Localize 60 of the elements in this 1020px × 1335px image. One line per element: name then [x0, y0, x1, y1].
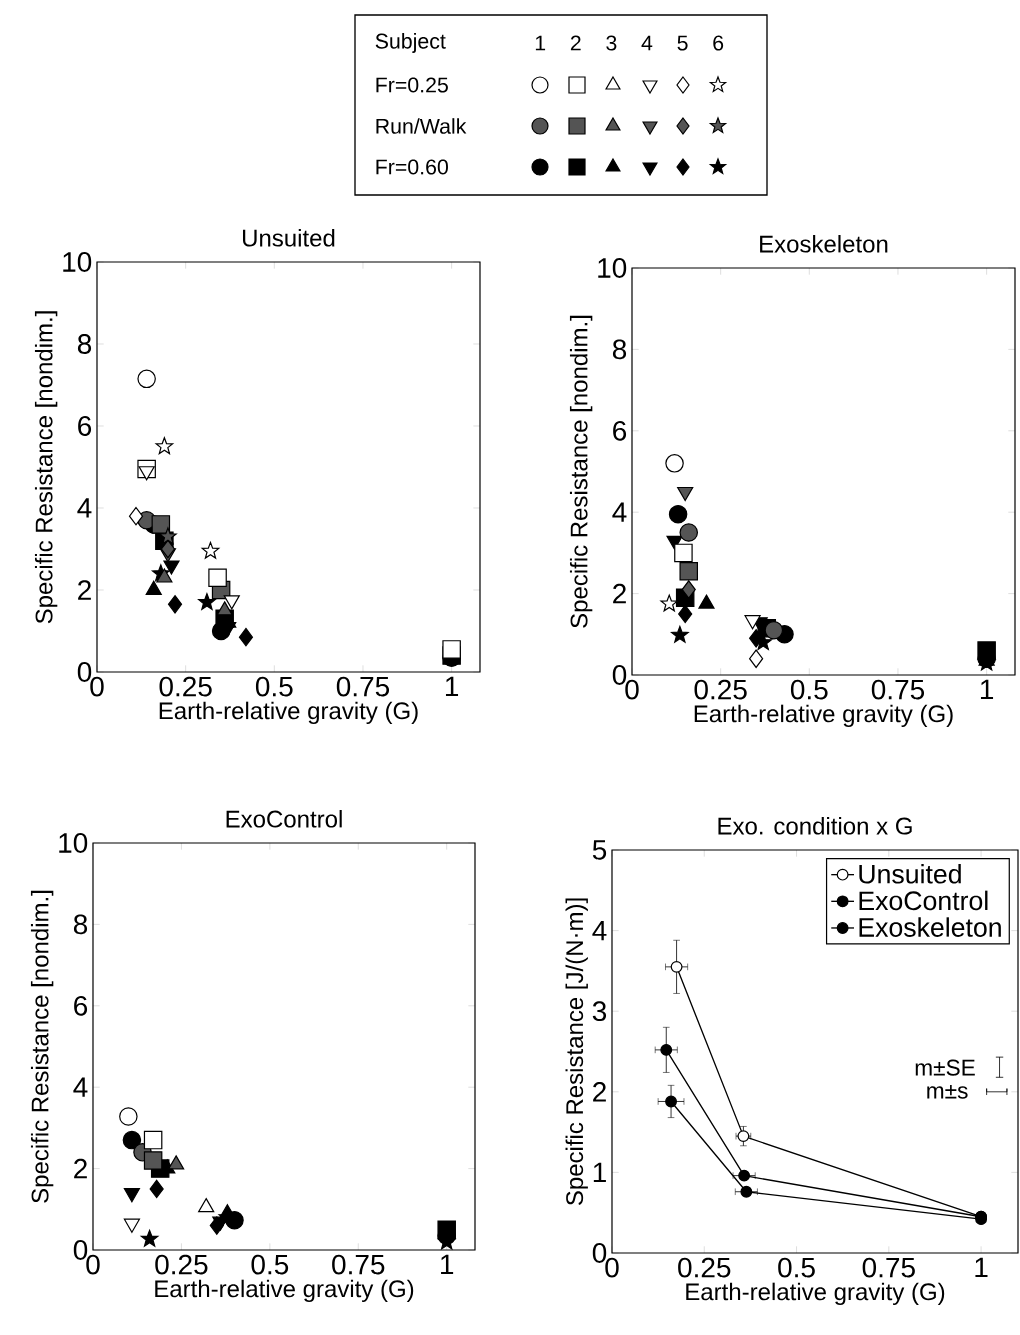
x-axis-title: Earth-relative gravity (G): [155, 1279, 414, 1303]
legend-label: ExoControl: [859, 890, 988, 911]
x-tick-label: 0.5: [255, 676, 293, 697]
y-axis-title: Specific Resistance [nondim.]: [569, 315, 593, 628]
x-tick-label: 0.75: [862, 1257, 915, 1278]
y-tick-label: 5: [592, 840, 607, 860]
y-axis-title: Specific Resistance [J/(N·m)]: [565, 898, 588, 1206]
y-tick-label: 2: [613, 583, 626, 604]
y-tick-label: 6: [74, 995, 88, 1016]
chart-title: ExoControl: [226, 809, 342, 828]
annotation: m±s: [927, 1084, 968, 1099]
y-tick-label: 0: [73, 1240, 88, 1260]
x-tick-label: 0.5: [251, 1254, 289, 1275]
text: Fr=0.60: [376, 159, 448, 175]
text: Run/Walk: [376, 118, 467, 134]
chart-title: Exoskeleton: [760, 234, 888, 253]
y-tick-label: 10: [63, 252, 92, 272]
x-tick-label: 0.75: [336, 676, 390, 697]
text: Subject: [375, 33, 446, 53]
y-tick-label: 2: [74, 1158, 87, 1179]
legend-label: Exoskeleton: [859, 917, 1001, 937]
y-tick-label: 4: [73, 1077, 88, 1097]
x-tick-label: 0.25: [159, 676, 212, 697]
y-axis-title: Specific Resistance [nondim.]: [30, 890, 54, 1203]
x-tick-label: 0.25: [694, 679, 747, 700]
y-tick-label: 2: [78, 580, 91, 600]
y-tick-label: 10: [598, 258, 627, 278]
y-tick-label: 2: [593, 1082, 606, 1102]
x-tick-label: 1: [441, 1254, 454, 1274]
x-tick-label: 0.75: [332, 1254, 385, 1275]
y-tick-label: 4: [77, 498, 92, 518]
chart-title: Unsuited: [243, 228, 335, 247]
y-tick-label: 6: [613, 420, 627, 441]
y-tick-label: 8: [73, 914, 88, 935]
x-axis-title: Earth-relative gravity (G): [159, 701, 418, 725]
y-tick-label: 8: [77, 334, 92, 354]
y-tick-label: 1: [593, 1162, 606, 1183]
x-tick-label: 0.25: [155, 1254, 208, 1275]
y-tick-label: 6: [78, 416, 92, 436]
y-tick-label: 0: [77, 662, 92, 682]
text: 1 2 3 4 5 6: [535, 35, 724, 51]
y-tick-label: 4: [612, 502, 627, 522]
x-tick-label: 0.5: [778, 1257, 815, 1278]
annotation: m±SE: [915, 1059, 975, 1076]
legend-label: Unsuited: [859, 863, 961, 884]
x-tick-label: 1: [975, 1257, 988, 1277]
chart-title: Exo. condition x G: [718, 816, 912, 835]
y-tick-label: 10: [59, 833, 88, 853]
x-tick-label: 0.75: [871, 679, 925, 700]
y-tick-label: 4: [592, 920, 607, 941]
x-tick-label: 0.5: [790, 679, 828, 700]
x-axis-title: Earth-relative gravity (G): [686, 1282, 945, 1306]
y-tick-label: 3: [592, 1001, 607, 1022]
x-tick-label: 1: [980, 679, 994, 699]
text: Fr=0.25: [376, 77, 448, 93]
y-tick-label: 8: [612, 339, 627, 360]
x-tick-label: 1: [445, 676, 459, 696]
x-axis-title: Earth-relative gravity (G): [694, 704, 953, 728]
x-tick-label: 0.25: [678, 1257, 731, 1278]
y-axis-title: Specific Resistance [nondim.]: [34, 311, 58, 624]
